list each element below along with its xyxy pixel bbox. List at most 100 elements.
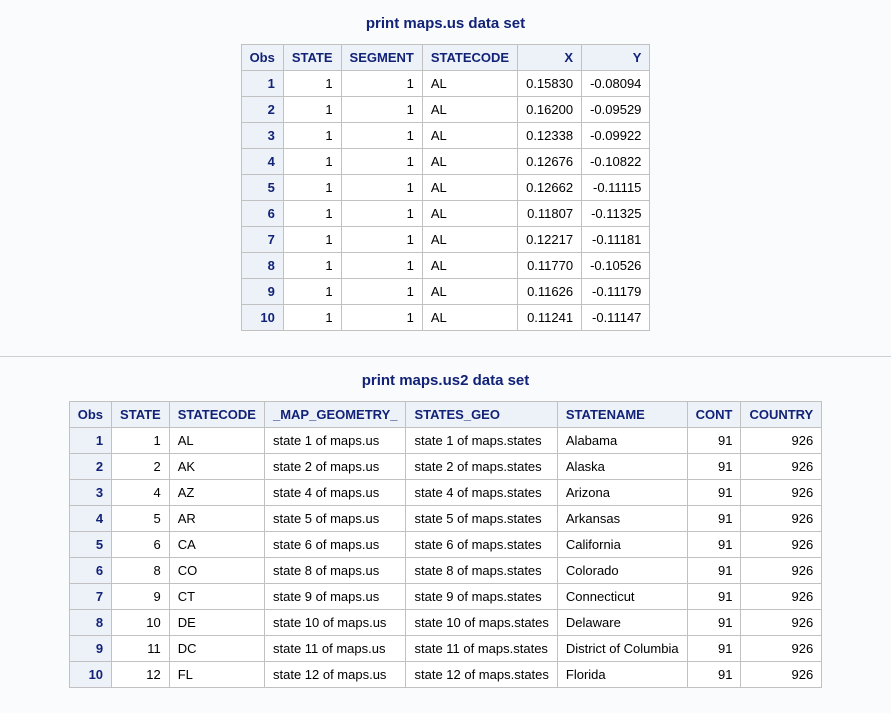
cell-statecode: DC bbox=[169, 636, 264, 662]
table-row: 311AL0.12338-0.09922 bbox=[241, 123, 650, 149]
cell-state: 1 bbox=[283, 253, 341, 279]
cell-statesgeo: state 9 of maps.states bbox=[406, 584, 557, 610]
table-row: 111AL0.15830-0.08094 bbox=[241, 71, 650, 97]
cell-segment: 1 bbox=[341, 97, 422, 123]
cell-obs: 8 bbox=[241, 253, 283, 279]
cell-statecode: DE bbox=[169, 610, 264, 636]
cell-country: 926 bbox=[741, 558, 822, 584]
cell-x: 0.11241 bbox=[518, 305, 582, 331]
cell-segment: 1 bbox=[341, 123, 422, 149]
table-row: 811AL0.11770-0.10526 bbox=[241, 253, 650, 279]
table1-section: print maps.us data set Obs STATE SEGMENT… bbox=[0, 0, 891, 356]
cell-mapgeom: state 12 of maps.us bbox=[264, 662, 406, 688]
cell-x: 0.11626 bbox=[518, 279, 582, 305]
table-row: 79CTstate 9 of maps.usstate 9 of maps.st… bbox=[69, 584, 821, 610]
cell-x: 0.12338 bbox=[518, 123, 582, 149]
col-country: COUNTRY bbox=[741, 402, 822, 428]
cell-segment: 1 bbox=[341, 201, 422, 227]
col-statesgeo: STATES_GEO bbox=[406, 402, 557, 428]
cell-statecode: AZ bbox=[169, 480, 264, 506]
cell-obs: 5 bbox=[241, 175, 283, 201]
cell-country: 926 bbox=[741, 610, 822, 636]
cell-cont: 91 bbox=[687, 662, 741, 688]
cell-segment: 1 bbox=[341, 149, 422, 175]
cell-obs: 7 bbox=[69, 584, 111, 610]
col-cont: CONT bbox=[687, 402, 741, 428]
cell-y: -0.11115 bbox=[582, 175, 650, 201]
cell-cont: 91 bbox=[687, 532, 741, 558]
cell-country: 926 bbox=[741, 506, 822, 532]
cell-statecode: AL bbox=[422, 149, 517, 175]
cell-state: 1 bbox=[283, 227, 341, 253]
cell-state: 1 bbox=[283, 279, 341, 305]
table2-header-row: Obs STATE STATECODE _MAP_GEOMETRY_ STATE… bbox=[69, 402, 821, 428]
cell-segment: 1 bbox=[341, 71, 422, 97]
table-row: 68COstate 8 of maps.usstate 8 of maps.st… bbox=[69, 558, 821, 584]
cell-statename: Delaware bbox=[557, 610, 687, 636]
cell-statecode: AL bbox=[422, 71, 517, 97]
col-statecode: STATECODE bbox=[169, 402, 264, 428]
cell-statesgeo: state 11 of maps.states bbox=[406, 636, 557, 662]
table2-section: print maps.us2 data set Obs STATE STATEC… bbox=[0, 357, 891, 713]
cell-cont: 91 bbox=[687, 636, 741, 662]
cell-mapgeom: state 4 of maps.us bbox=[264, 480, 406, 506]
cell-obs: 1 bbox=[69, 428, 111, 454]
table-row: 45ARstate 5 of maps.usstate 5 of maps.st… bbox=[69, 506, 821, 532]
cell-obs: 4 bbox=[69, 506, 111, 532]
cell-state: 1 bbox=[283, 123, 341, 149]
cell-obs: 3 bbox=[69, 480, 111, 506]
table-row: 211AL0.16200-0.09529 bbox=[241, 97, 650, 123]
cell-statecode: AL bbox=[422, 227, 517, 253]
table1-header-row: Obs STATE SEGMENT STATECODE X Y bbox=[241, 45, 650, 71]
cell-segment: 1 bbox=[341, 279, 422, 305]
cell-segment: 1 bbox=[341, 175, 422, 201]
cell-x: 0.16200 bbox=[518, 97, 582, 123]
cell-statename: Arkansas bbox=[557, 506, 687, 532]
cell-state: 2 bbox=[112, 454, 170, 480]
cell-mapgeom: state 2 of maps.us bbox=[264, 454, 406, 480]
cell-obs: 9 bbox=[69, 636, 111, 662]
cell-statesgeo: state 6 of maps.states bbox=[406, 532, 557, 558]
col-statename: STATENAME bbox=[557, 402, 687, 428]
cell-obs: 7 bbox=[241, 227, 283, 253]
cell-statecode: AL bbox=[422, 175, 517, 201]
cell-y: -0.10526 bbox=[582, 253, 650, 279]
table-row: 711AL0.12217-0.11181 bbox=[241, 227, 650, 253]
table-row: 411AL0.12676-0.10822 bbox=[241, 149, 650, 175]
cell-statesgeo: state 12 of maps.states bbox=[406, 662, 557, 688]
cell-obs: 10 bbox=[69, 662, 111, 688]
cell-y: -0.10822 bbox=[582, 149, 650, 175]
cell-statesgeo: state 8 of maps.states bbox=[406, 558, 557, 584]
cell-statecode: AR bbox=[169, 506, 264, 532]
cell-statename: Alaska bbox=[557, 454, 687, 480]
cell-obs: 2 bbox=[69, 454, 111, 480]
cell-cont: 91 bbox=[687, 480, 741, 506]
cell-x: 0.12676 bbox=[518, 149, 582, 175]
table-row: 11ALstate 1 of maps.usstate 1 of maps.st… bbox=[69, 428, 821, 454]
cell-segment: 1 bbox=[341, 253, 422, 279]
cell-country: 926 bbox=[741, 584, 822, 610]
cell-x: 0.12662 bbox=[518, 175, 582, 201]
cell-statename: Connecticut bbox=[557, 584, 687, 610]
cell-statecode: AL bbox=[169, 428, 264, 454]
cell-x: 0.12217 bbox=[518, 227, 582, 253]
cell-state: 9 bbox=[112, 584, 170, 610]
cell-statename: Alabama bbox=[557, 428, 687, 454]
cell-country: 926 bbox=[741, 480, 822, 506]
cell-country: 926 bbox=[741, 454, 822, 480]
col-y: Y bbox=[582, 45, 650, 71]
cell-state: 1 bbox=[283, 201, 341, 227]
cell-mapgeom: state 8 of maps.us bbox=[264, 558, 406, 584]
cell-cont: 91 bbox=[687, 584, 741, 610]
cell-y: -0.11325 bbox=[582, 201, 650, 227]
cell-cont: 91 bbox=[687, 506, 741, 532]
cell-statecode: CA bbox=[169, 532, 264, 558]
cell-mapgeom: state 6 of maps.us bbox=[264, 532, 406, 558]
table1: Obs STATE SEGMENT STATECODE X Y 111AL0.1… bbox=[241, 44, 651, 331]
cell-obs: 6 bbox=[241, 201, 283, 227]
cell-obs: 6 bbox=[69, 558, 111, 584]
cell-state: 11 bbox=[112, 636, 170, 662]
cell-statecode: AL bbox=[422, 201, 517, 227]
table-row: 810DEstate 10 of maps.usstate 10 of maps… bbox=[69, 610, 821, 636]
cell-statename: Colorado bbox=[557, 558, 687, 584]
